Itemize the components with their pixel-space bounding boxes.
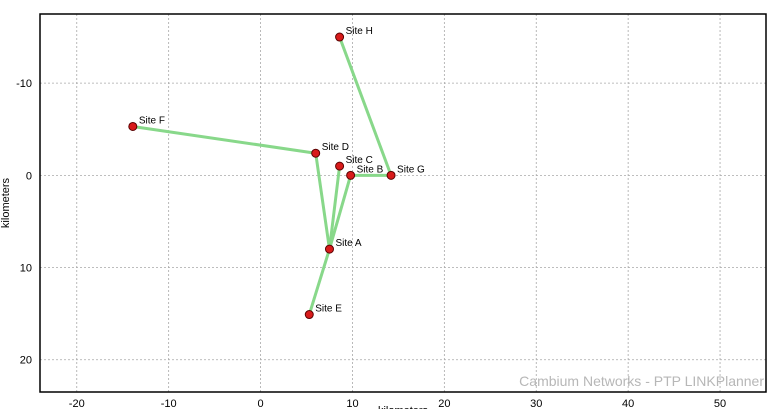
link-line[interactable] bbox=[307, 247, 331, 317]
site-label: Site B bbox=[357, 164, 384, 175]
x-tick-label: 30 bbox=[530, 398, 542, 409]
y-tick-label: 10 bbox=[20, 263, 32, 275]
link-line[interactable] bbox=[131, 124, 318, 155]
site-label: Site D bbox=[322, 142, 349, 153]
x-tick-label: 50 bbox=[714, 398, 726, 409]
site-marker[interactable] bbox=[324, 244, 334, 254]
link-line[interactable] bbox=[327, 164, 342, 251]
x-tick-label: 40 bbox=[622, 398, 634, 409]
grid bbox=[40, 14, 766, 392]
site-marker[interactable] bbox=[386, 170, 396, 180]
y-tick-label: 0 bbox=[26, 170, 32, 182]
links bbox=[131, 35, 393, 317]
x-tick-label: 10 bbox=[346, 398, 358, 409]
link-line[interactable] bbox=[314, 151, 331, 251]
y-tick-label: -10 bbox=[16, 78, 32, 90]
site-marker[interactable] bbox=[311, 148, 321, 158]
site-marker[interactable] bbox=[304, 310, 314, 320]
link-line[interactable] bbox=[327, 173, 353, 251]
site-label: Site A bbox=[335, 238, 361, 249]
x-tick-label: -10 bbox=[161, 398, 177, 409]
watermark: Cambium Networks - PTP LINKPlanner bbox=[519, 373, 764, 389]
x-axis-label: kilometers bbox=[378, 405, 429, 409]
link-line[interactable] bbox=[338, 35, 393, 177]
tick-labels: -20 -10 0 10 20 30 40 50 -10 0 10 20 bbox=[16, 78, 726, 409]
plot-frame bbox=[39, 13, 767, 393]
site-label: Site C bbox=[346, 155, 373, 166]
x-tick-label: 0 bbox=[257, 398, 263, 409]
x-tick-label: 20 bbox=[438, 398, 450, 409]
y-axis-label: kilometers bbox=[0, 177, 12, 228]
site-marker[interactable] bbox=[335, 32, 345, 42]
y-tick-label: 20 bbox=[20, 355, 32, 367]
site-marker[interactable] bbox=[335, 161, 345, 171]
x-tick-label: -20 bbox=[69, 398, 85, 409]
site-label: Site G bbox=[397, 164, 425, 175]
site-label: Site E bbox=[315, 304, 342, 315]
site-label: Site H bbox=[346, 26, 373, 37]
site-marker[interactable] bbox=[346, 170, 356, 180]
site-label: Site F bbox=[139, 115, 165, 126]
site-marker[interactable] bbox=[128, 121, 138, 131]
